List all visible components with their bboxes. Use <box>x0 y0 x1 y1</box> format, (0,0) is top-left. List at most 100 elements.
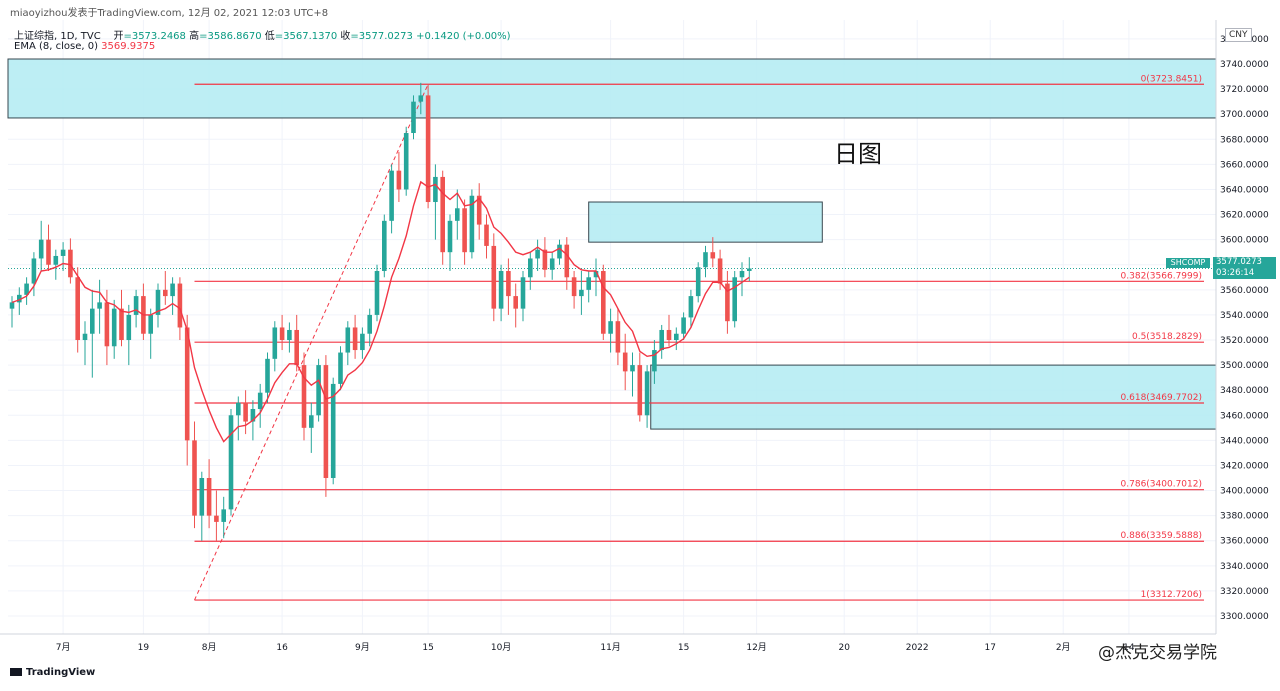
ema-value: 3569.9375 <box>101 41 156 52</box>
candle-body <box>447 220 453 253</box>
countdown: 03:26:14 <box>1216 268 1255 278</box>
currency-label[interactable]: CNY <box>1225 28 1252 42</box>
candle-body <box>111 308 117 347</box>
candle-body <box>360 333 365 351</box>
candle-body <box>396 170 402 190</box>
timeframe-annotation: 日图 <box>834 140 882 168</box>
candle-body <box>593 271 599 278</box>
candle-body <box>199 478 205 516</box>
candle-body <box>513 296 518 309</box>
lower-zone <box>650 364 1217 430</box>
time-tick-label: 19 <box>138 643 150 653</box>
candle-body <box>601 271 606 334</box>
candle-body <box>272 327 278 359</box>
candle-body <box>170 283 175 297</box>
weibo-watermark: @杰克交易学院 <box>1098 643 1217 663</box>
time-tick-label: 10月 <box>491 642 511 653</box>
change-value: +0.1420 (+0.00%) <box>416 31 511 42</box>
price-tick-label: 3440.0000 <box>1220 436 1269 446</box>
time-tick-label: 15 <box>678 643 689 653</box>
candle-body <box>710 252 716 259</box>
time-tick-label: 11月 <box>600 642 620 653</box>
candle-body <box>433 176 438 203</box>
candle-body <box>38 239 44 259</box>
candle-body <box>323 365 329 479</box>
candle-body <box>608 321 613 334</box>
candle-body <box>484 224 489 246</box>
candle-body <box>403 133 409 190</box>
open-label: 开 <box>113 31 124 42</box>
price-tick-label: 3500.0000 <box>1220 361 1269 371</box>
publish-meta: miaoyizhou发表于TradingView.com, 12月 02, 20… <box>10 8 329 19</box>
candle-body <box>630 365 635 372</box>
candle-body <box>418 95 424 102</box>
candle-body <box>367 314 372 334</box>
candle-body <box>615 321 621 353</box>
time-tick-label: 7月 <box>56 642 71 653</box>
candle-body <box>104 302 110 347</box>
candle-body <box>674 333 679 341</box>
candle-body <box>97 302 102 309</box>
candle-body <box>717 258 723 284</box>
fib-level-label: 0(3723.8451) <box>1141 74 1202 84</box>
candle-body <box>652 350 657 372</box>
candle-body <box>644 371 650 416</box>
candle-body <box>747 268 752 272</box>
price-tick-label: 3720.0000 <box>1220 85 1269 95</box>
candle-body <box>236 402 241 416</box>
candle-body <box>411 101 416 134</box>
fib-level-label: 1(3312.7206) <box>1141 590 1202 600</box>
tradingview-logo[interactable]: TradingView <box>10 667 95 678</box>
tv-logo-icon <box>10 668 22 676</box>
price-tick-label: 3660.0000 <box>1220 160 1269 170</box>
candle-body <box>184 327 190 441</box>
time-tick-label: 12月 <box>746 642 766 653</box>
price-tick-label: 3460.0000 <box>1220 411 1269 421</box>
candle-body <box>265 358 270 393</box>
candle-body <box>301 365 307 428</box>
candle-body <box>374 271 380 315</box>
candle-body <box>90 308 95 334</box>
candle-body <box>659 329 664 351</box>
candle-body <box>287 329 292 341</box>
candle-body <box>294 329 299 366</box>
candle-body <box>330 383 336 479</box>
candle-body <box>688 296 694 318</box>
symbol-badge: SHCOMP <box>1166 258 1210 268</box>
ema-legend[interactable]: EMA (8, close, 0) 3569.9375 <box>14 41 155 52</box>
candle-body <box>228 415 234 510</box>
ema-line <box>11 180 750 443</box>
candle-body <box>622 352 628 372</box>
fib-level-label: 0.886(3359.5888) <box>1121 531 1202 541</box>
fib-level-label: 0.5(3518.2829) <box>1132 332 1202 342</box>
low-label: 低 <box>264 31 275 42</box>
symbol-info: 上证综指, 1D, TVC <box>14 31 101 42</box>
candle-body <box>579 289 584 297</box>
price-tick-label: 3320.0000 <box>1220 587 1269 597</box>
candle-body <box>163 289 168 297</box>
candle-body <box>528 258 533 278</box>
candle-body <box>250 409 256 422</box>
time-tick-label: 9月 <box>355 642 370 653</box>
candle-body <box>725 283 730 322</box>
price-tick-label: 3340.0000 <box>1220 562 1269 572</box>
price-tick-label: 3620.0000 <box>1220 211 1269 221</box>
candle-body <box>221 509 226 522</box>
symbol-ohlc-line: 上证综指, 1D, TVC 开=3573.2468 高=3586.8670 低=… <box>14 27 511 42</box>
candle-body <box>82 333 88 341</box>
candle-body <box>542 249 548 270</box>
price-tick-label: 3600.0000 <box>1220 236 1269 246</box>
candle-body <box>24 283 29 295</box>
candle-body <box>338 352 343 384</box>
candle-body <box>586 277 591 290</box>
last-price: 3577.0273 <box>1216 257 1262 267</box>
candle-body <box>535 249 540 259</box>
price-tick-label: 3540.0000 <box>1220 311 1269 321</box>
candle-body <box>440 176 445 253</box>
candle-body <box>68 249 73 278</box>
price-tick-label: 3700.0000 <box>1220 110 1269 120</box>
time-tick-label: 2022 <box>906 643 929 653</box>
price-tick-label: 3740.0000 <box>1220 60 1269 70</box>
